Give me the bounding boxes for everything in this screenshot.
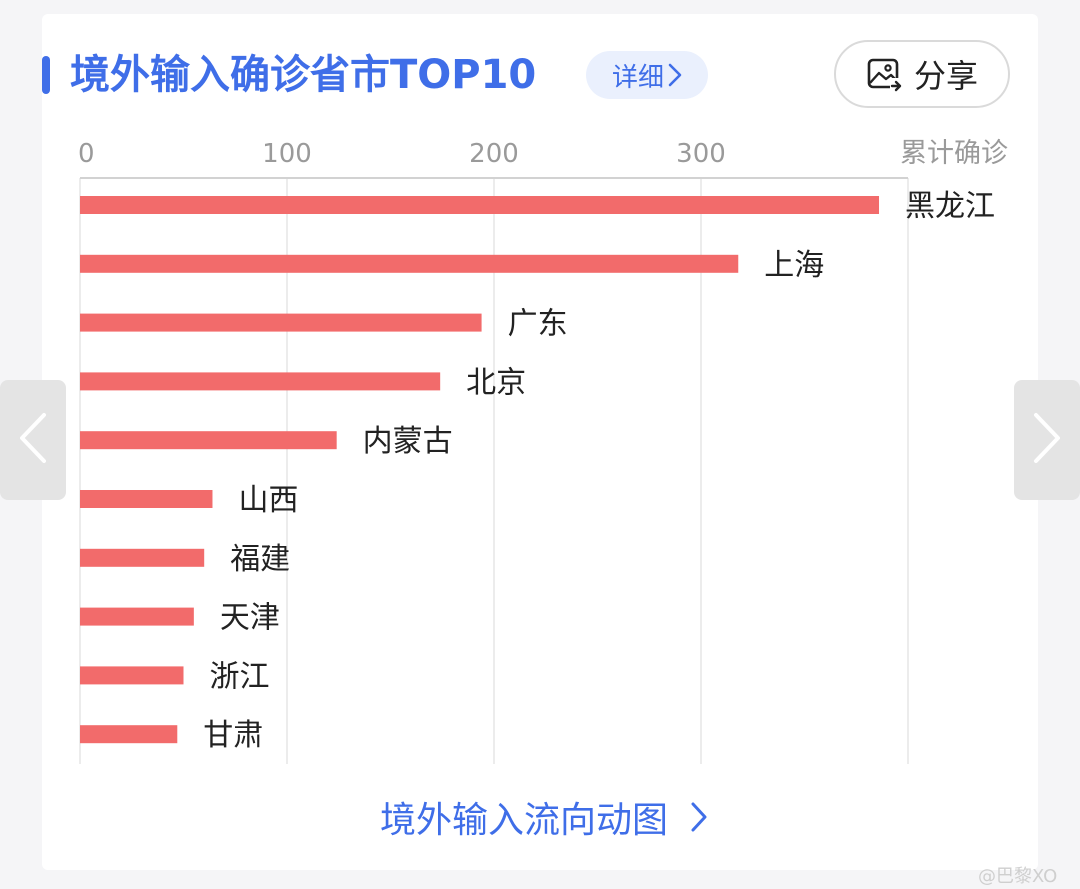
bar[interactable]: [80, 254, 739, 273]
flow-link-label: 境外输入流向动图: [380, 800, 669, 841]
chevron-right-icon: [1032, 412, 1062, 468]
chevron-right-icon: [668, 63, 682, 87]
category-label: 浙江: [210, 659, 270, 694]
category-label: 内蒙古: [363, 424, 453, 459]
bar[interactable]: [80, 490, 213, 508]
title-accent-bar: [42, 56, 50, 94]
bar[interactable]: [80, 725, 178, 744]
category-label: 甘肃: [203, 718, 263, 753]
bar[interactable]: [80, 666, 184, 685]
x-tick-label: 200: [469, 139, 519, 169]
page-title: 境外输入确诊省市TOP10: [70, 52, 537, 98]
detail-button[interactable]: 详细: [586, 51, 708, 99]
category-label: 上海: [764, 248, 824, 283]
bar[interactable]: [80, 607, 194, 626]
bar[interactable]: [80, 431, 337, 450]
bar[interactable]: [80, 196, 880, 214]
x-axis-label: 累计确诊: [900, 138, 1008, 169]
chevron-right-icon: [690, 801, 708, 833]
detail-label: 详细: [611, 62, 664, 93]
x-tick-label: 0: [78, 139, 95, 169]
bars: [80, 196, 880, 744]
chevron-left-icon: [18, 412, 48, 468]
category-label: 广东: [508, 307, 568, 342]
category-label: 黑龙江: [905, 189, 995, 224]
flow-animation-link[interactable]: 境外输入流向动图: [380, 792, 708, 842]
bar[interactable]: [80, 372, 441, 391]
category-label: 福建: [230, 542, 290, 577]
x-tick-label: 300: [676, 139, 726, 169]
category-label: 北京: [466, 365, 526, 400]
category-label: 天津: [220, 601, 280, 636]
x-tick-label: 100: [262, 139, 312, 169]
share-button[interactable]: 分享: [834, 40, 1010, 108]
watermark: @巴黎XO: [978, 866, 1058, 887]
prev-chart-button[interactable]: [0, 380, 66, 500]
share-label: 分享: [913, 57, 978, 95]
bar[interactable]: [80, 313, 482, 332]
bar[interactable]: [80, 548, 205, 567]
x-axis-ticks: 0 100 200 300: [78, 139, 726, 169]
image-share-icon: [866, 56, 902, 92]
next-chart-button[interactable]: [1014, 380, 1080, 500]
grid-lines: [79, 177, 909, 764]
category-label: 山西: [238, 483, 298, 518]
